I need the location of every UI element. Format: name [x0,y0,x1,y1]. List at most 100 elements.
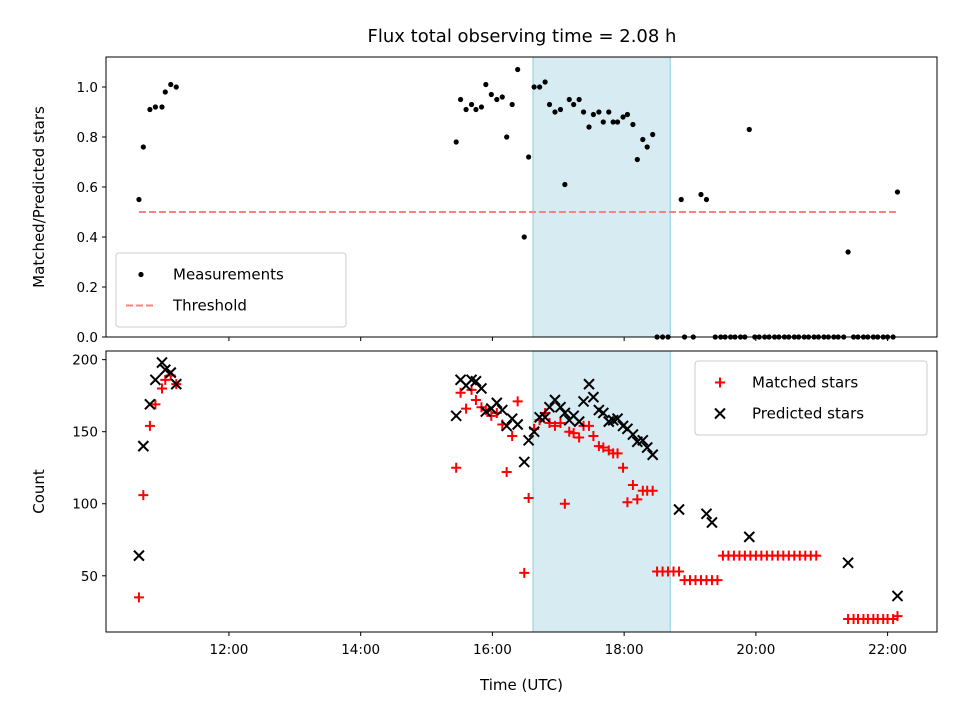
data-point [612,448,623,459]
data-point [673,503,685,516]
data-point [526,154,532,160]
data-point [842,557,854,569]
data-point [646,449,659,461]
data-point [140,144,146,150]
data-point [542,79,548,85]
data-point [634,156,640,163]
data-point [144,420,155,431]
data-point [811,550,822,561]
data-point [528,425,540,438]
data-point [159,364,171,376]
y-tick-label: 0.8 [77,130,98,146]
data-point [156,356,168,369]
data-point [678,196,684,203]
data-point [614,119,621,125]
data-point [470,375,482,387]
data-point [559,407,571,419]
data-point [597,407,609,419]
data-point [133,549,145,562]
data-point [450,410,462,422]
data-point [583,378,595,390]
data-point [491,397,503,409]
legend-marker [138,271,144,278]
data-point [518,456,530,468]
bottom-panel: 50 100 150 200 12:00 14:00 16:00 18:00 20:00 22:0… [30,350,938,694]
highlight-span [532,56,671,338]
data-point [637,434,649,447]
x-tick-label: 22:00 [868,642,907,658]
data-point [160,374,171,385]
series-matched-stars [133,370,903,625]
data-point [544,418,555,429]
data-point [712,575,723,586]
y-tick-label: 0.4 [77,230,98,246]
data-point [644,144,650,150]
data-point [743,531,755,543]
top-panel: 0.0 0.2 0.4 0.6 0.8 1.0 Matched/Predicted star… [30,56,938,346]
data-point [478,104,485,110]
data-point [549,420,560,431]
data-point [641,441,653,454]
data-point [698,191,704,198]
data-point [173,84,179,90]
data-point [501,467,512,478]
legend: Matched stars Predicted stars [694,360,928,436]
data-point [509,101,515,108]
data-point [470,394,481,405]
data-point [562,181,568,188]
data-point [620,114,626,120]
data-point [138,490,149,501]
data-point [640,136,646,143]
data-point [152,104,158,110]
chart-title: Flux total observing time = 2.08 h [368,26,677,47]
data-point [537,84,543,90]
data-point [630,121,636,128]
y-tick-label: 50 [81,569,98,585]
data-point [610,119,616,125]
data-point [650,131,656,138]
data-point [515,66,521,73]
data-point [500,420,513,432]
data-point [606,109,612,115]
data-point [543,401,556,413]
data-point [546,101,553,108]
data-point [552,109,558,115]
y-axis-label: Count [30,469,48,514]
data-point [149,374,162,386]
x-tick-label: 20:00 [736,642,775,658]
data-point [496,404,508,416]
data-point [457,96,464,103]
data-point [564,426,575,437]
data-point [521,234,527,240]
data-point [674,566,685,577]
data-point [573,415,585,428]
data-point [600,119,606,125]
data-point [587,391,600,403]
legend-marker [714,407,726,420]
data-point [150,399,161,410]
x-tick-label: 16:00 [473,642,512,658]
data-point [611,413,624,425]
data-point [475,382,488,395]
data-point [892,611,903,622]
data-point [453,139,459,145]
data-point [147,106,153,113]
data-point [576,96,582,103]
y-tick-label: 0.2 [77,280,98,296]
data-point [746,126,752,133]
data-point [499,94,505,100]
data-point [168,81,174,88]
legend-entry: Matched stars [752,374,858,392]
legend-marker [715,377,725,388]
data-point [504,134,510,140]
data-point [451,462,462,473]
data-point [144,398,156,411]
data-point [133,592,144,603]
y-tick-label: 1.0 [77,80,98,96]
data-point [593,441,604,452]
y-tick-label: 0.6 [77,180,98,196]
data-point [845,249,851,255]
x-tick-label: 14:00 [341,642,380,658]
data-point [523,492,534,503]
